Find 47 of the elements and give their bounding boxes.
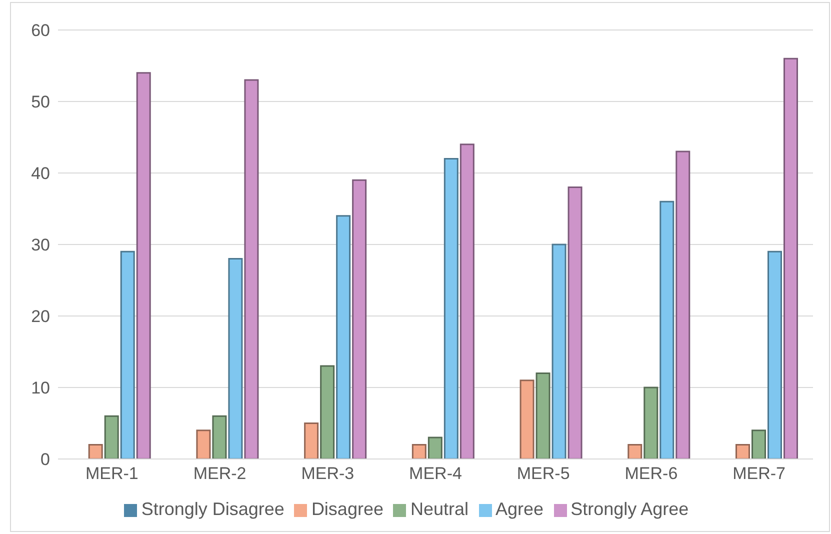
legend-label: Strongly Disagree <box>141 499 284 519</box>
bar <box>751 430 766 459</box>
bar <box>336 215 351 459</box>
y-tick-label: 0 <box>40 450 50 470</box>
y-tick-label: 60 <box>31 21 50 40</box>
bar <box>412 444 426 459</box>
legend-label: Strongly Agree <box>570 499 689 519</box>
bar <box>88 444 103 459</box>
bar <box>536 372 550 459</box>
bar <box>660 200 674 459</box>
y-tick-label: 50 <box>31 92 50 112</box>
bar <box>460 144 474 459</box>
x-tick-label: MER-7 <box>732 464 786 484</box>
y-tick-label: 20 <box>31 307 50 326</box>
bar <box>676 150 690 459</box>
bar <box>352 179 367 459</box>
x-tick-label: MER-6 <box>624 464 678 484</box>
x-tick-label: MER-1 <box>85 464 138 484</box>
x-tick-label: MER-2 <box>193 464 246 484</box>
bar <box>783 58 798 459</box>
legend-label: Neutral <box>410 499 469 519</box>
bar <box>428 436 442 459</box>
bar <box>104 415 119 459</box>
bar <box>520 380 534 459</box>
bar <box>212 415 227 459</box>
bar <box>552 244 566 459</box>
x-tick-label: MER-4 <box>409 464 462 484</box>
bar <box>244 79 259 459</box>
x-tick-label: MER-5 <box>516 464 570 484</box>
legend-label: Disagree <box>311 499 384 519</box>
y-tick-label: 40 <box>31 164 50 184</box>
x-tick-label: MER-3 <box>301 464 354 484</box>
bar <box>644 386 658 459</box>
y-tick-label: 10 <box>31 378 50 398</box>
bar <box>444 158 458 459</box>
bar <box>196 430 211 459</box>
bar <box>136 72 151 459</box>
bar <box>767 250 782 459</box>
bar <box>304 422 319 459</box>
bar <box>568 186 582 459</box>
bar <box>228 258 243 459</box>
legend-label: Agree <box>496 499 544 519</box>
bar <box>120 250 135 459</box>
y-tick-label: 30 <box>31 236 50 255</box>
bar <box>628 444 642 459</box>
bar <box>320 365 335 459</box>
bar <box>735 444 750 459</box>
